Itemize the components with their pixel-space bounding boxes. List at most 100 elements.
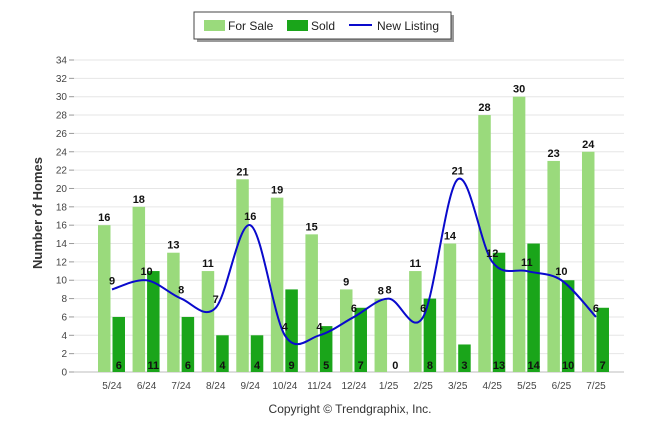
bar-for-sale (339, 289, 353, 372)
bar-for-sale (409, 271, 422, 372)
bar-for-sale (270, 197, 284, 372)
data-label-for-sale: 18 (133, 194, 145, 206)
bars (98, 96, 609, 373)
data-label-new-listing: 4 (316, 321, 323, 333)
y-tick-label: 26 (56, 129, 68, 140)
data-label-for-sale: 19 (271, 185, 283, 197)
x-tick-label: 4/25 (483, 381, 503, 392)
data-label-new-listing: 11 (521, 257, 533, 269)
x-axis-ticks: 5/24 6/24 7/24 8/24 9/24 10/24 11/24 12/24 1/25 2… (102, 381, 606, 392)
bar-sold (423, 298, 437, 372)
bar-sold (285, 289, 298, 372)
data-label-new-listing: 9 (109, 275, 115, 287)
bar-sold (112, 316, 125, 372)
x-tick-label: 10/24 (272, 381, 297, 392)
data-label-for-sale: 8 (378, 286, 384, 298)
bar-sold (458, 344, 471, 372)
y-tick-label: 14 (56, 239, 68, 250)
bar-for-sale (581, 151, 595, 372)
data-label-for-sale: 13 (167, 240, 179, 252)
legend-box (193, 11, 452, 40)
bar-for-sale (167, 252, 180, 372)
x-tick-label: 5/25 (517, 381, 537, 392)
data-label-sold: 7 (600, 360, 606, 372)
y-tick-label: 30 (56, 92, 68, 103)
data-label-for-sale: 24 (582, 139, 595, 151)
bar-for-sale (547, 160, 560, 372)
data-label-new-listing: 8 (178, 285, 184, 297)
bar-for-sale (236, 179, 249, 372)
x-tick-label: 6/25 (552, 381, 572, 392)
y-tick-label: 22 (56, 166, 68, 177)
data-label-for-sale: 30 (513, 84, 525, 96)
bar-for-sale (305, 234, 318, 372)
x-tick-label: 2/25 (413, 381, 433, 392)
data-label-new-listing: 12 (486, 248, 498, 260)
data-label-for-sale: 28 (478, 102, 490, 114)
bar-sold (319, 326, 333, 372)
legend-label-new-listing: New Listing (377, 19, 439, 33)
x-tick-label: 5/24 (102, 381, 122, 392)
data-labels: 16 6 18 11 13 6 11 4 21 4 19 9 15 5 9 7 8 0 11 8 14 3 28 13 30 14… (98, 84, 606, 372)
legend-label-sold: Sold (311, 19, 335, 33)
y-tick-label: 32 (56, 74, 68, 85)
x-tick-label: 8/24 (206, 381, 226, 392)
data-label-sold: 6 (116, 360, 122, 372)
y-tick-label: 4 (61, 331, 67, 342)
x-tick-label: 11/24 (307, 381, 332, 392)
new-listing-line-path (111, 177, 597, 346)
data-label-for-sale: 11 (410, 258, 422, 270)
bar-sold (147, 271, 160, 372)
x-tick-label: 1/25 (379, 381, 399, 392)
data-label-sold: 5 (323, 360, 329, 372)
y-tick-label: 12 (56, 257, 68, 268)
bar-sold (596, 307, 609, 372)
bar-for-sale (201, 271, 215, 372)
x-tick-label: 7/24 (171, 381, 191, 392)
legend: For Sale Sold New Listing (193, 11, 454, 42)
legend-swatch-sold (287, 20, 308, 31)
x-tick-label: 9/24 (241, 381, 261, 392)
data-label-new-listing: 16 (244, 211, 256, 223)
x-tick-label: 6/24 (137, 381, 157, 392)
data-label-new-listing: 6 (420, 303, 426, 315)
y-tick-label: 20 (56, 184, 68, 195)
data-label-new-listing: 7 (213, 294, 219, 306)
y-tick-label: 10 (56, 276, 68, 287)
data-label-for-sale: 21 (236, 166, 248, 178)
y-tick-label: 16 (56, 221, 68, 232)
bar-for-sale (132, 206, 146, 372)
data-label-sold: 14 (527, 360, 540, 372)
bar-sold (527, 243, 540, 372)
y-tick-label: 18 (56, 202, 68, 213)
y-tick-label: 0 (61, 368, 67, 379)
data-label-for-sale: 16 (98, 212, 110, 224)
data-label-sold: 8 (427, 360, 433, 372)
data-label-sold: 13 (493, 360, 505, 372)
data-label-sold: 10 (562, 360, 574, 372)
data-label-sold: 11 (147, 360, 159, 372)
legend-swatch-for-sale (204, 20, 225, 31)
y-tick-label: 6 (61, 312, 67, 323)
x-tick-label: 3/25 (448, 381, 468, 392)
legend-label-for-sale: For Sale (228, 19, 274, 33)
data-label-sold: 4 (219, 360, 226, 372)
data-label-new-listing: 10 (140, 266, 152, 278)
copyright-text: Copyright © Trendgraphix, Inc. (269, 402, 432, 416)
data-label-sold: 9 (289, 360, 295, 372)
bar-for-sale (443, 243, 457, 372)
bar-sold (492, 252, 506, 372)
bar-sold (216, 335, 229, 372)
bar-sold (561, 280, 575, 372)
bar-sold (250, 335, 264, 372)
y-tick-label: 8 (61, 294, 67, 305)
data-label-for-sale: 14 (444, 231, 457, 243)
data-label-sold: 0 (392, 360, 398, 372)
y-tick-label: 24 (56, 147, 68, 158)
data-label-for-sale: 9 (343, 276, 349, 288)
bar-for-sale (98, 225, 111, 372)
y-tick-label: 2 (61, 349, 67, 360)
bar-for-sale (374, 298, 388, 372)
